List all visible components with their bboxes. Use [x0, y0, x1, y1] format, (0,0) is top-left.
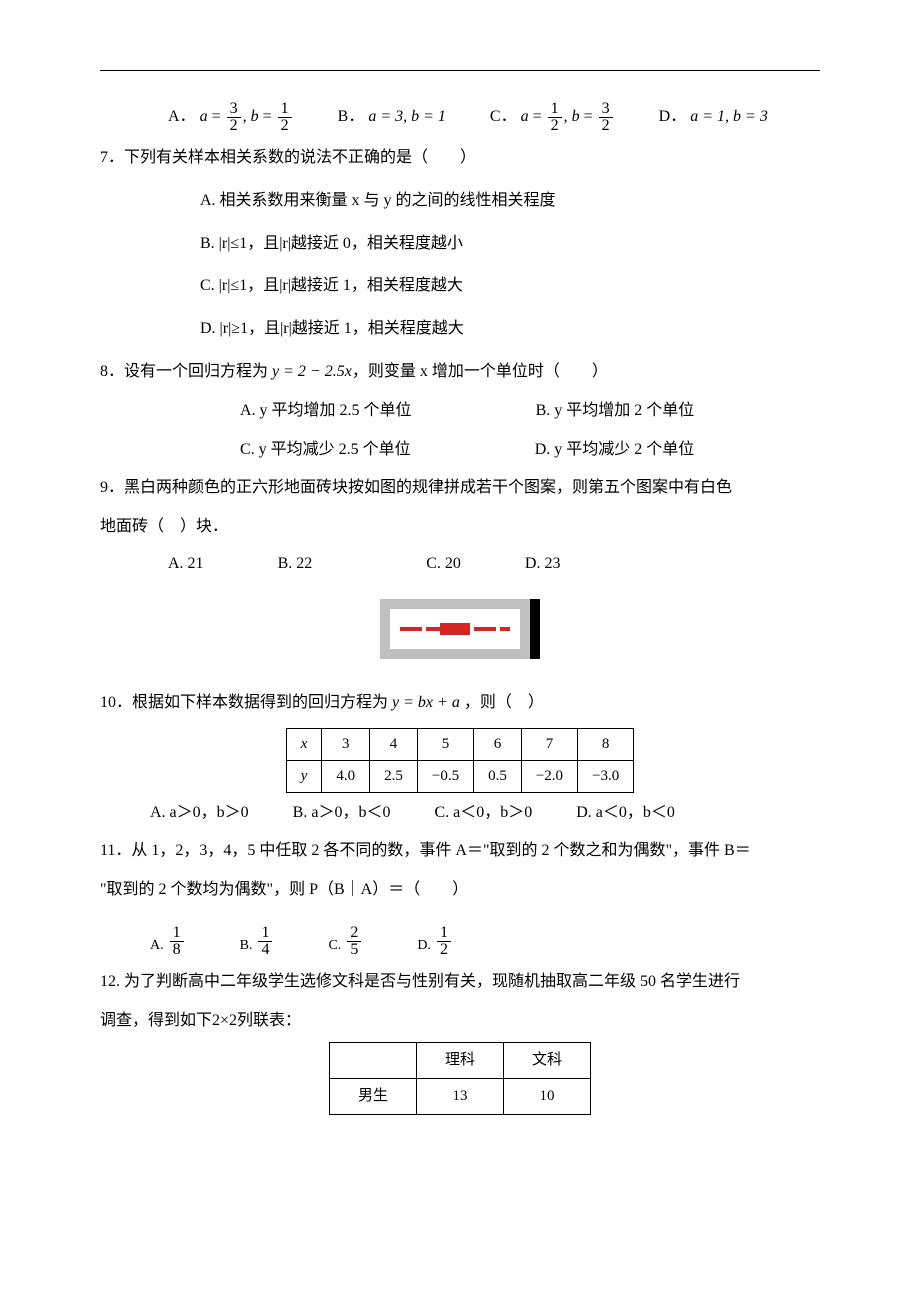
- q7-opt-c: C. |r|≤1，且|r|越接近 1，相关程度越大: [200, 272, 463, 301]
- q8-opt-a: A. y 平均增加 2.5 个单位: [240, 397, 412, 426]
- q8-opt-b: B. y 平均增加 2 个单位: [536, 397, 695, 426]
- q9-opt-b: B. 22: [278, 550, 313, 579]
- q7-stem: 7．下列有关样本相关系数的说法不正确的是（ ）: [100, 144, 820, 173]
- q11-opt-d: D. 12: [417, 925, 453, 958]
- q12-stem-line1: 12. 为了判断高中二年级学生选修文科是否与性别有关，现随机抽取高二年级 50 …: [100, 968, 820, 997]
- q10-opt-b: B. a＞0，b＜0: [293, 799, 391, 828]
- q6-opt-d: D． a = 1, b = 3: [659, 103, 768, 132]
- q9-stem-line1: 9．黑白两种颜色的正六形地面砖块按如图的规律拼成若干个图案，则第五个图案中有白色: [100, 474, 820, 503]
- q10-table: x 3 4 5 6 7 8 y 4.0 2.5 −0.5 0.5 −2.0 −3…: [286, 728, 635, 793]
- q6-options: A． a = 32, b = 12 B． a = 3, b = 1 C． a =…: [100, 101, 820, 134]
- eq: 2×2: [212, 1012, 237, 1029]
- q9-figure: [380, 599, 540, 659]
- q9-opt-d: D. 23: [525, 550, 561, 579]
- q7-opt-b: B. |r|≤1，且|r|越接近 0，相关程度越小: [200, 230, 463, 259]
- q9-opt-c: C. 20: [426, 550, 461, 579]
- q11-opt-c: C. 25: [328, 925, 363, 958]
- eq: y = bx + a: [392, 694, 460, 711]
- q12-stem-line2: 调查，得到如下2×2列联表：: [100, 1007, 820, 1036]
- table-row: y 4.0 2.5 −0.5 0.5 −2.0 −3.0: [286, 760, 634, 792]
- q10-opt-a: A. a＞0，b＞0: [150, 799, 249, 828]
- q8-opt-c: C. y 平均减少 2.5 个单位: [240, 436, 411, 465]
- q11-opt-b: B. 14: [240, 925, 275, 958]
- q8-opt-d: D. y 平均减少 2 个单位: [535, 436, 695, 465]
- q12-table: 理科 文科 男生 13 10: [329, 1042, 591, 1115]
- table-row: x 3 4 5 6 7 8: [286, 728, 634, 760]
- q9-opt-a: A. 21: [168, 550, 204, 579]
- q10-opt-d: D. a＜0，b＜0: [576, 799, 675, 828]
- q10-options: A. a＞0，b＞0 B. a＞0，b＜0 C. a＜0，b＞0 D. a＜0，…: [100, 799, 820, 828]
- q9-stem-line2: 地面砖（ ）块．: [100, 513, 820, 542]
- hex-pattern-icon: [400, 620, 510, 638]
- q8-stem: 8．设有一个回归方程为 y = 2 − 2.5x，则变量 x 增加一个单位时（ …: [100, 358, 820, 387]
- label: B．: [338, 108, 365, 125]
- q7-opt-d: D. |r|≥1，且|r|越接近 1，相关程度越大: [200, 315, 464, 344]
- top-rule: [100, 70, 820, 71]
- q10-stem: 10．根据如下样本数据得到的回归方程为 y = bx + a ，则（ ）: [100, 689, 820, 718]
- q9-options: A. 21 B. 22 C. 20 D. 23: [100, 550, 820, 579]
- label: A．: [168, 108, 196, 125]
- pre: 10．根据如下样本数据得到的回归方程为: [100, 694, 392, 711]
- q6-opt-a: A． a = 32, b = 12: [168, 101, 294, 134]
- eq: y = 2 − 2.5x: [272, 363, 352, 380]
- post: ，则变量 x 增加一个单位时（ ）: [352, 363, 608, 380]
- pre: 8．设有一个回归方程为: [100, 363, 272, 380]
- label: D．: [659, 108, 687, 125]
- pre: 调查，得到如下: [100, 1012, 212, 1029]
- label: C．: [490, 108, 517, 125]
- q8-opts-row2: C. y 平均减少 2.5 个单位 D. y 平均减少 2 个单位: [100, 436, 820, 465]
- table-row: 男生 13 10: [329, 1078, 590, 1114]
- q11-stem-line1: 11．从 1，2，3，4，5 中任取 2 各不同的数，事件 A＝"取到的 2 个…: [100, 837, 820, 866]
- q11-opt-a: A. 18: [150, 925, 186, 958]
- q6-opt-b: B． a = 3, b = 1: [338, 103, 446, 132]
- eq: a = 1, b = 3: [690, 108, 768, 125]
- q8-opts-row1: A. y 平均增加 2.5 个单位 B. y 平均增加 2 个单位: [100, 397, 820, 426]
- post: 列联表：: [237, 1012, 301, 1029]
- q7-opt-a: A. 相关系数用来衡量 x 与 y 的之间的线性相关程度: [200, 187, 556, 216]
- q10-opt-c: C. a＜0，b＞0: [434, 799, 532, 828]
- q11-stem-line2: "取到的 2 个数均为偶数"，则 P（B｜A）＝（ ）: [100, 876, 820, 905]
- post: ，则（ ）: [460, 694, 544, 711]
- q11-options: A. 18 B. 14 C. 25 D. 12: [100, 925, 820, 958]
- q6-opt-c: C． a = 12, b = 32: [490, 101, 615, 134]
- eq: a = 3, b = 1: [368, 108, 446, 125]
- table-row: 理科 文科: [329, 1042, 590, 1078]
